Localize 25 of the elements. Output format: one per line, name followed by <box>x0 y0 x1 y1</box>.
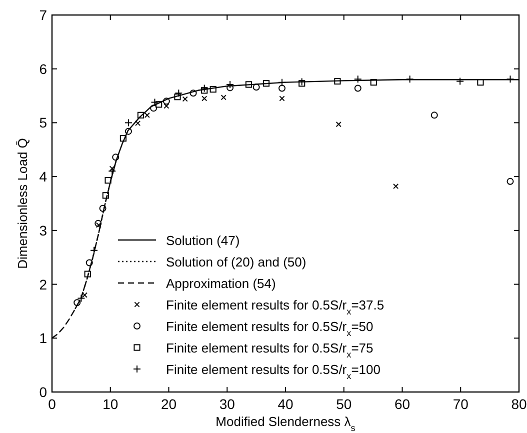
x-tick-label: 70 <box>452 396 469 412</box>
x-tick-label: 30 <box>219 396 236 412</box>
y-tick-label: 5 <box>39 114 48 131</box>
x-tick-label: 50 <box>336 396 352 412</box>
legend-label: Finite element results for 0.5S/r$_{x}$=37.5 <box>166 298 384 316</box>
legend-label: Finite element results for 0.5S/r$_{x}$=75 <box>166 340 374 360</box>
x-tick-label: 60 <box>394 396 410 412</box>
y-tick-label: 6 <box>39 60 48 77</box>
y-tick-label: 7 <box>39 7 48 23</box>
x-tick-label: 20 <box>160 396 177 412</box>
legend-label: Solution of (20) and (50) <box>166 254 306 270</box>
y-tick-label: 4 <box>39 168 48 185</box>
legend-label: Approximation (54) <box>166 276 276 291</box>
y-axis-title: Dimensionless Load Q̄ <box>15 138 30 269</box>
x-tick-label: 40 <box>278 396 294 412</box>
y-tick-label: 0 <box>39 384 48 400</box>
y-tick-label: 1 <box>39 330 48 346</box>
x-tick-label: 10 <box>102 396 118 412</box>
y-tick-label: 3 <box>39 222 48 238</box>
legend-label: Solution (47) <box>166 233 240 248</box>
x-axis-title: Modified Slenderness λ$_{s}$ <box>216 414 356 433</box>
x-tick-label: 80 <box>511 396 527 412</box>
y-tick-label: 2 <box>39 276 48 292</box>
legend-label: Finite element results for 0.5S/r$_{x}$=100 <box>166 362 380 381</box>
legend-label: Finite element results for 0.5S/r$_{x}$=50 <box>166 319 374 338</box>
